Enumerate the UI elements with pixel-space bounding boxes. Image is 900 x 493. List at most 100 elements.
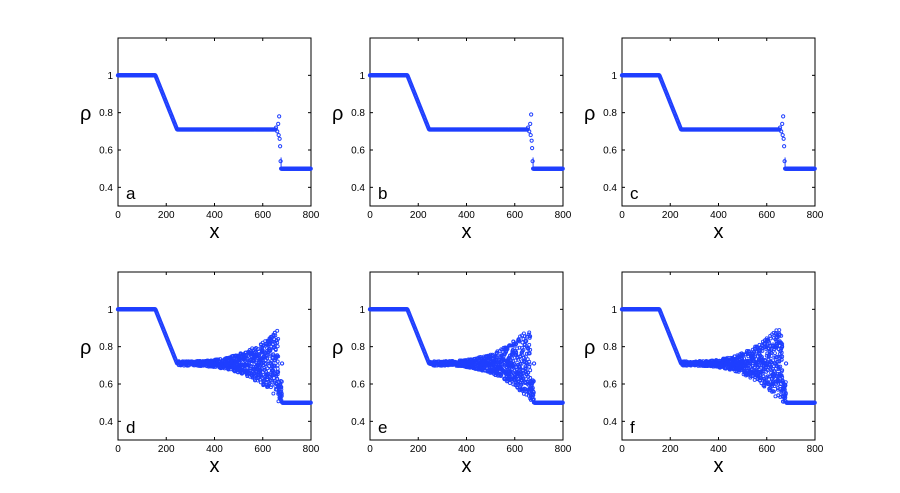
y-axis-label: ρ: [584, 337, 595, 359]
data-point: [271, 391, 276, 396]
data-point: [783, 383, 788, 388]
data-point: [530, 386, 535, 390]
data-point: [522, 334, 527, 339]
data-point: [273, 333, 278, 338]
x-tick-label: 800: [807, 210, 824, 221]
x-tick-label: 600: [506, 444, 523, 455]
data-point: [276, 132, 281, 138]
data-point: [262, 382, 267, 387]
data-point: [273, 348, 278, 352]
x-axis-label: x: [714, 455, 724, 477]
data-point: [780, 342, 785, 346]
x-axis-label: x: [210, 221, 220, 243]
data-point: [744, 352, 748, 357]
data-point: [514, 341, 519, 346]
data-point: [777, 125, 783, 130]
data-point: [522, 358, 527, 363]
x-tick-label: 0: [367, 210, 373, 221]
data-point: [783, 395, 788, 400]
data-series: [367, 307, 565, 405]
x-tick-label: 600: [758, 210, 775, 221]
data-point: [499, 373, 504, 378]
data-point: [531, 379, 536, 384]
x-tick-label: 400: [458, 444, 475, 455]
data-point: [276, 354, 281, 359]
data-point: [275, 377, 280, 382]
data-point: [279, 398, 284, 403]
data-point: [275, 372, 280, 377]
data-point: [277, 136, 282, 141]
y-tick-label: 0.8: [603, 342, 617, 353]
x-tick-label: 800: [303, 444, 320, 455]
x-tick-label: 600: [758, 444, 775, 455]
data-point: [275, 328, 280, 333]
data-point: [778, 384, 783, 389]
x-tick-label: 400: [206, 210, 223, 221]
data-point: [308, 400, 313, 405]
data-point: [517, 345, 522, 350]
data-point: [275, 363, 280, 368]
x-tick-label: 600: [254, 444, 271, 455]
x-tick-label: 200: [662, 444, 679, 455]
data-point: [529, 138, 534, 143]
data-point: [780, 368, 785, 373]
y-tick-label: 0.8: [603, 108, 617, 119]
data-point: [748, 374, 753, 378]
data-point: [528, 368, 533, 373]
y-axis-label: ρ: [332, 337, 343, 359]
data-series: [367, 73, 565, 171]
data-point: [531, 390, 536, 395]
y-tick-label: 0.8: [99, 108, 113, 119]
y-tick-label: 0.4: [99, 417, 113, 428]
data-point: [812, 400, 817, 405]
data-point: [781, 136, 786, 141]
data-point: [764, 347, 769, 351]
data-point: [528, 334, 533, 339]
x-tick-label: 400: [710, 444, 727, 455]
panel-letter: a: [126, 184, 136, 203]
data-point: [269, 385, 273, 390]
y-tick-label: 0.8: [351, 342, 365, 353]
data-point: [780, 132, 785, 138]
data-point: [276, 121, 281, 126]
data-point: [779, 333, 784, 338]
data-point: [275, 344, 280, 349]
x-axis-label: x: [462, 455, 472, 477]
data-point: [560, 400, 565, 405]
data-point: [753, 354, 758, 359]
data-point: [277, 114, 282, 119]
y-tick-label: 0.6: [603, 146, 617, 157]
y-tick-label: 0.4: [603, 417, 617, 428]
data-point: [279, 385, 284, 389]
data-point: [527, 129, 532, 134]
y-tick-label: 0.4: [603, 183, 617, 194]
x-tick-label: 600: [254, 210, 271, 221]
data-point: [778, 364, 783, 369]
data-point: [780, 121, 785, 126]
panel-letter: e: [378, 418, 387, 437]
plot-frame: [369, 271, 564, 441]
x-tick-label: 800: [303, 210, 320, 221]
x-tick-label: 200: [158, 210, 175, 221]
data-point: [779, 129, 784, 134]
data-point: [269, 378, 273, 383]
data-point: [514, 350, 519, 355]
data-point: [782, 387, 787, 392]
data-point: [279, 400, 284, 404]
x-axis-label: x: [210, 455, 220, 477]
plot-frame: [117, 271, 312, 441]
x-tick-label: 0: [619, 210, 625, 221]
data-point: [528, 375, 533, 380]
data-point: [773, 381, 778, 386]
x-tick-label: 400: [458, 210, 475, 221]
data-point: [510, 356, 515, 361]
data-point: [752, 350, 757, 354]
y-tick-label: 0.4: [351, 417, 365, 428]
data-point: [279, 379, 284, 384]
x-tick-label: 800: [555, 210, 572, 221]
y-axis-label: ρ: [80, 337, 91, 359]
x-tick-label: 0: [115, 444, 121, 455]
data-point: [495, 349, 500, 354]
y-tick-label: 0.6: [99, 380, 113, 391]
